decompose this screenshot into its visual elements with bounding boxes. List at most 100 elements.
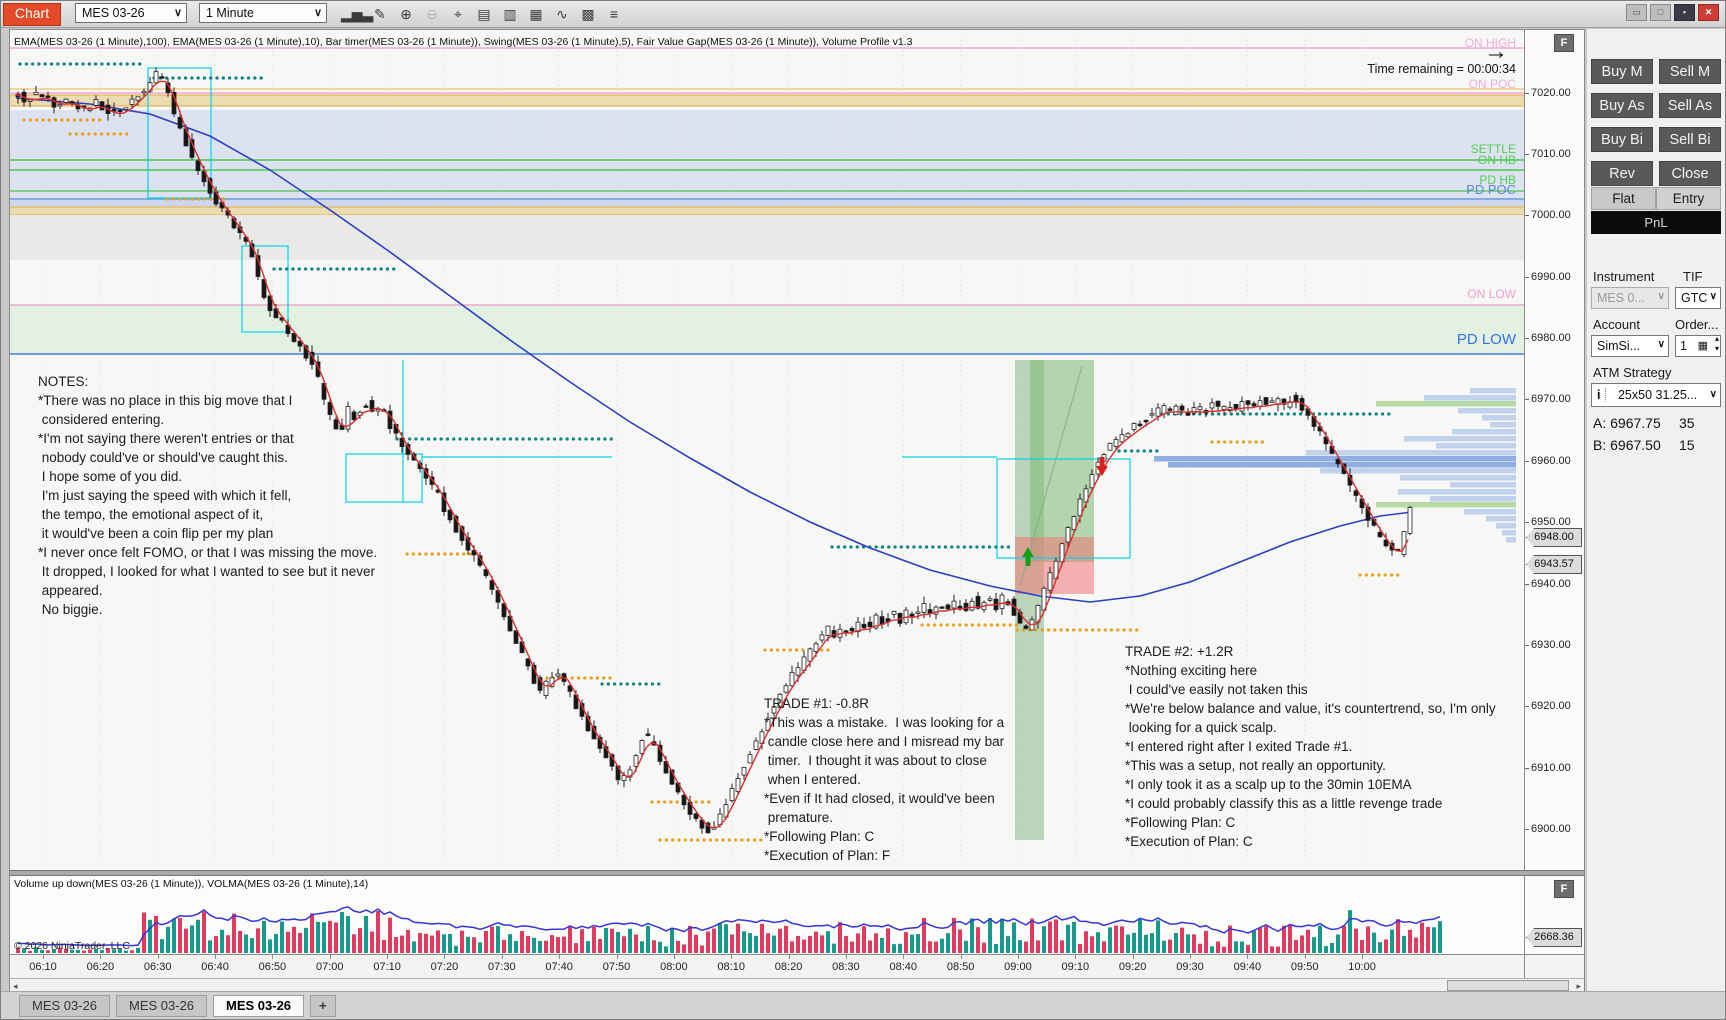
volume-profile-bar [1450, 482, 1516, 488]
volume-bar [916, 934, 920, 953]
instrument-field-select[interactable]: MES 0... ∨ [1591, 287, 1669, 309]
buy-ask-button[interactable]: Buy As [1591, 93, 1653, 118]
goto-last-bar-arrow-icon[interactable]: → [1484, 38, 1508, 65]
time-axis-label: 07:20 [430, 961, 459, 973]
instrument-select[interactable]: MES 03-26 ∨ [75, 3, 187, 23]
volume-bar [742, 931, 746, 953]
chart-menu-button[interactable]: Chart [3, 3, 61, 26]
scrollbar-thumb[interactable] [1447, 980, 1569, 991]
calculator-icon[interactable]: ▦ [1697, 340, 1708, 352]
price-axis-f-button[interactable]: F [1554, 34, 1574, 52]
volume-bar [1336, 934, 1340, 953]
reverse-button[interactable]: Rev [1591, 161, 1653, 186]
info-icon[interactable]: i [1597, 388, 1607, 402]
chart-tab[interactable]: MES 03-26 [116, 995, 208, 1017]
link-button[interactable]: ▪ [1674, 4, 1695, 21]
sell-bid-button[interactable]: Sell Bi [1659, 127, 1721, 152]
volume-bar [196, 919, 200, 953]
buy-bid-button[interactable]: Buy Bi [1591, 127, 1653, 152]
chart-tab-active[interactable]: MES 03-26 [213, 995, 305, 1017]
sell-market-button[interactable]: Sell M [1659, 59, 1721, 84]
instrument-select-value: MES 03-26 [82, 6, 145, 20]
volume-bar [1042, 926, 1046, 953]
volume-axis[interactable]: F 2668.36 [1524, 876, 1584, 954]
chart-container: EMA(MES 03-26 (1 Minute),100), EMA(MES 0… [9, 29, 1585, 992]
volume-bar [556, 937, 560, 953]
volume-axis-f-button[interactable]: F [1554, 880, 1574, 898]
volume-bar [1126, 934, 1130, 953]
level-label-pd-low: PD LOW [1456, 331, 1516, 348]
volume-bar [922, 917, 926, 953]
volume-bar [1120, 926, 1124, 953]
interval-select-value: 1 Minute [206, 6, 254, 20]
scroll-left-icon[interactable]: ◂ [13, 981, 18, 991]
volume-bar [802, 939, 806, 953]
close-button[interactable]: Close [1659, 161, 1721, 186]
zoom-in-icon[interactable]: ⊕ [400, 6, 412, 22]
tif-field-label: TIF [1683, 269, 1703, 284]
volume-bar [574, 943, 578, 953]
fvg-box [345, 453, 423, 503]
templates-icon[interactable]: ▩ [581, 6, 595, 22]
data-series-icon[interactable]: ▤ [477, 6, 491, 22]
volume-bar [1144, 934, 1148, 953]
account-select[interactable]: SimSi... ∨ [1591, 335, 1669, 357]
volume-bar [760, 923, 764, 953]
volume-bar [352, 934, 356, 953]
volume-bar [394, 937, 398, 953]
add-tab-button[interactable]: + [310, 995, 336, 1017]
price-axis-label: 6960.00 [1525, 455, 1571, 467]
bar-type-icon[interactable]: ▂▅▃ [341, 6, 374, 22]
spin-up-icon[interactable]: ▴ [1714, 335, 1719, 343]
sell-ask-button[interactable]: Sell As [1659, 93, 1721, 118]
volume-profile-bar [1452, 429, 1516, 435]
close-button[interactable]: ✕ [1698, 4, 1719, 21]
indicators-icon[interactable]: ▦ [529, 6, 543, 22]
entry-tab[interactable]: Entry [1656, 187, 1721, 210]
volume-bar [136, 947, 140, 953]
zoom-out-icon[interactable]: ⊖ [426, 6, 438, 22]
panel-divider[interactable] [10, 870, 1584, 876]
time-axis[interactable]: 06:10 06:20 06:30 06:40 06:50 07:00 07:10 07:20… [10, 954, 1524, 978]
strategies-icon[interactable]: ∿ [556, 6, 568, 22]
indicator-label: EMA(MES 03-26 (1 Minute),100), EMA(MES 0… [14, 36, 913, 48]
chart-tab[interactable]: MES 03-26 [19, 995, 111, 1017]
volume-bar [106, 947, 110, 953]
volume-bar [1282, 925, 1286, 953]
price-axis-label: 6980.00 [1525, 332, 1571, 344]
volume-bar [160, 939, 164, 953]
price-band [10, 305, 1524, 354]
interval-select[interactable]: 1 Minute ∨ [199, 3, 327, 23]
buy-market-button[interactable]: Buy M [1591, 59, 1653, 84]
chevron-down-icon: ∨ [1657, 339, 1665, 350]
tif-select[interactable]: GTC ∨ [1675, 287, 1721, 309]
volume-bar [940, 938, 944, 953]
properties-list-icon[interactable]: ≡ [609, 6, 619, 22]
volume-bar [484, 930, 488, 953]
volume-panel[interactable]: Volume up down(MES 03-26 (1 Minute)), VO… [10, 876, 1524, 954]
scroll-right-icon[interactable]: ▸ [1576, 981, 1581, 991]
price-chart-plot[interactable]: EMA(MES 03-26 (1 Minute),100), EMA(MES 0… [10, 30, 1524, 870]
volume-bar [1018, 940, 1022, 953]
flat-tab[interactable]: Flat [1591, 187, 1656, 210]
restore-button[interactable]: □ [1650, 4, 1671, 21]
volume-bar [1198, 943, 1202, 953]
spin-down-icon[interactable]: ▾ [1714, 344, 1719, 353]
price-axis-label: 6950.00 [1525, 516, 1571, 528]
price-axis-label: 6900.00 [1525, 823, 1571, 835]
minimize-button[interactable]: ▭ [1626, 4, 1647, 21]
atm-strategy-select[interactable]: i 25x50 31.25... ∨ [1591, 383, 1721, 407]
volume-bar [1384, 939, 1388, 953]
volume-bar [130, 950, 134, 953]
volume-bar [1204, 930, 1208, 953]
crosshair-icon[interactable]: ⌖ [454, 6, 462, 22]
price-chart-canvas [10, 30, 1524, 870]
quantity-stepper[interactable]: 1 ▦ ▴ ▾ [1675, 335, 1721, 357]
time-tick [1075, 955, 1077, 959]
atm-strategy-label: ATM Strategy [1593, 365, 1672, 380]
volume-bar [100, 949, 104, 953]
price-axis[interactable]: F 7020.00 7010.00 7000.00 6990.00 6980.00 697… [1524, 30, 1584, 870]
panel-icon[interactable]: ▥ [503, 6, 517, 22]
draw-pencil-icon[interactable]: ✎ [374, 6, 386, 22]
horizontal-scrollbar[interactable]: ◂ ▸ [10, 978, 1584, 992]
